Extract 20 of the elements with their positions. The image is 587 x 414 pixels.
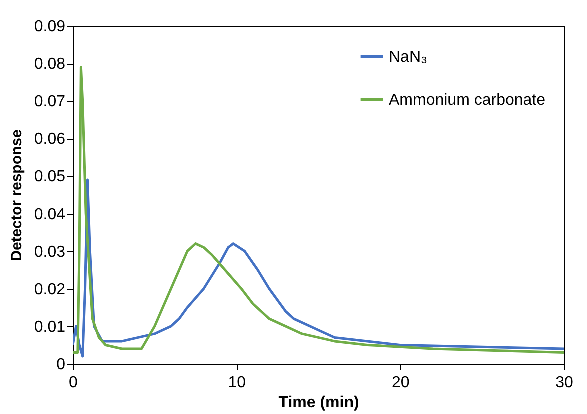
y-tick-label: 0.08	[34, 56, 66, 74]
y-tick-label: 0.02	[34, 281, 66, 298]
x-tick-label: 20	[392, 374, 410, 392]
x-axis-title: Time (min)	[278, 394, 360, 412]
y-tick-label: 0.03	[34, 244, 66, 261]
line-series	[73, 66, 564, 354]
legend-label: NaN₃	[389, 49, 428, 66]
y-tick-label: 0.04	[34, 206, 66, 224]
x-tick-label: 30	[556, 374, 574, 392]
y-tick-label: 0.05	[34, 168, 66, 186]
x-tick-label: 10	[228, 374, 246, 392]
y-axis-title: Detector response	[8, 130, 26, 262]
y-tick-label: 0	[56, 356, 66, 374]
y-tick-label: 0.01	[34, 318, 66, 336]
y-tick-label: 0.07	[34, 94, 66, 111]
x-tick-label: 0	[69, 374, 78, 392]
legend-label: Ammonium carbonate	[389, 92, 546, 109]
line-series	[73, 178, 564, 358]
y-tick-label: 0.06	[34, 131, 66, 148]
y-tick-label: 0.09	[34, 18, 66, 36]
